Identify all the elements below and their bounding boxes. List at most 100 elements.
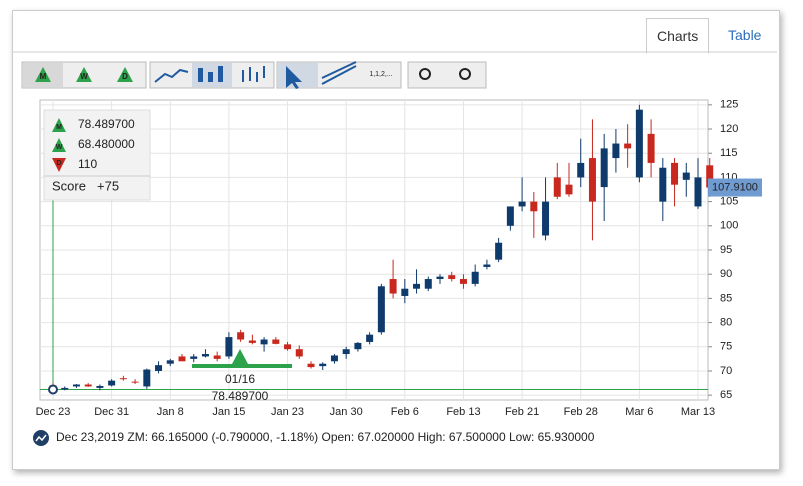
candle-body xyxy=(178,356,186,362)
price-tag xyxy=(708,178,762,197)
candle-body xyxy=(495,242,503,260)
y-tick-label: 125 xyxy=(720,99,738,111)
toolbar: 1,1,2,... xyxy=(21,61,487,89)
candle-body xyxy=(366,334,374,342)
candle-body xyxy=(155,365,163,371)
flag-value: 78.489700 xyxy=(212,389,269,403)
flag-icon xyxy=(232,349,248,364)
button-active[interactable] xyxy=(278,63,318,87)
x-tick-label: Dec 31 xyxy=(94,406,129,418)
status-line: Dec 23,2019 ZM: 66.165000 (-0.790000, -1… xyxy=(56,430,595,444)
y-tick-label: 75 xyxy=(720,341,732,353)
tab[interactable]: Charts xyxy=(646,18,710,54)
x-tick-label: Jan 15 xyxy=(212,406,245,418)
candle-body xyxy=(612,143,620,159)
candle-body xyxy=(553,177,561,197)
y-tick-label: 105 xyxy=(720,196,738,208)
candle-body xyxy=(588,158,596,202)
candle-body xyxy=(342,349,350,355)
candle-body xyxy=(61,387,69,390)
legend-icon xyxy=(52,138,66,152)
legend-icon xyxy=(52,158,66,172)
ohlc-icon xyxy=(242,66,265,82)
y-tick-label: 90 xyxy=(720,268,732,280)
x-tick-label: Jan 30 xyxy=(330,406,363,418)
bar-icon xyxy=(208,72,213,82)
x-tick-label: Jan 23 xyxy=(271,406,304,418)
period-icon xyxy=(35,67,51,82)
candle-body xyxy=(518,201,526,207)
period-icon xyxy=(76,67,92,82)
candle-body xyxy=(671,162,679,185)
price-tag-label: 107.9100 xyxy=(712,181,758,193)
legend-value: 78.489700 xyxy=(78,117,135,131)
x-tick-label: Dec 23 xyxy=(36,406,71,418)
candle-body xyxy=(213,355,221,359)
flag-date: 01/16 xyxy=(225,372,255,386)
cursor-point xyxy=(48,384,58,395)
candle-body xyxy=(84,384,92,387)
candle-body xyxy=(424,279,432,289)
candle-body xyxy=(237,332,245,340)
candle-body xyxy=(694,177,702,207)
candle-body xyxy=(600,148,608,188)
zoom-out[interactable] xyxy=(459,68,471,80)
x-tick-label: Feb 21 xyxy=(505,406,539,418)
candle-body xyxy=(659,167,667,202)
candle-body xyxy=(319,363,327,367)
candle-body xyxy=(706,165,714,188)
candle-body xyxy=(389,279,397,294)
candle-body xyxy=(542,201,550,236)
legend-icon xyxy=(52,118,66,132)
candle-body xyxy=(377,286,385,333)
line-icon xyxy=(154,68,189,83)
candle-body xyxy=(401,288,409,296)
candle-body xyxy=(248,340,256,343)
candle-body xyxy=(506,206,514,226)
candle-body xyxy=(225,337,233,357)
candle-body xyxy=(577,162,585,178)
period-icon xyxy=(117,67,133,82)
x-tick-label: Mar 13 xyxy=(681,406,715,418)
candle-body xyxy=(635,109,643,178)
legend-icon-label: W xyxy=(56,144,63,151)
candle-body xyxy=(108,380,116,386)
y-tick-label: 100 xyxy=(720,220,738,232)
candle-body xyxy=(459,279,467,284)
candle-body xyxy=(330,355,338,362)
candle-body xyxy=(295,349,303,357)
legend-value: 110 xyxy=(78,157,97,171)
candle-body xyxy=(119,378,127,380)
candle-body xyxy=(471,271,479,284)
candle-body xyxy=(284,344,292,350)
bar-icon xyxy=(218,66,223,82)
x-tick-label: Mar 6 xyxy=(625,406,653,418)
score-value: +75 xyxy=(97,178,119,193)
y-tick-label: 120 xyxy=(720,123,738,135)
period-label: M xyxy=(40,72,47,81)
status-icon-line xyxy=(35,434,47,442)
x-tick-label: Feb 6 xyxy=(391,406,419,418)
x-tick-label: Feb 28 xyxy=(564,406,598,418)
x-tick-label: Jan 8 xyxy=(157,406,184,418)
candle-body xyxy=(201,354,209,357)
cursor-icon xyxy=(286,66,302,89)
candle-body xyxy=(72,384,80,387)
candle-body xyxy=(190,356,198,359)
y-tick-label: 115 xyxy=(720,147,738,159)
y-tick-label: 95 xyxy=(720,244,732,256)
candle-body xyxy=(530,201,538,212)
fib-icon: 1,1,2,... xyxy=(369,71,392,78)
candle-body xyxy=(413,283,421,289)
y-tick-label: 65 xyxy=(720,389,732,401)
candle-body xyxy=(96,385,104,388)
bar-icon xyxy=(198,68,203,82)
trend-icon xyxy=(321,61,357,85)
candle-body xyxy=(647,133,655,163)
zoom-in[interactable] xyxy=(419,68,431,80)
y-tick-label: 80 xyxy=(720,316,732,328)
legend-value: 68.480000 xyxy=(78,137,135,151)
tab[interactable]: Table xyxy=(728,27,762,43)
candle-body xyxy=(166,360,174,364)
